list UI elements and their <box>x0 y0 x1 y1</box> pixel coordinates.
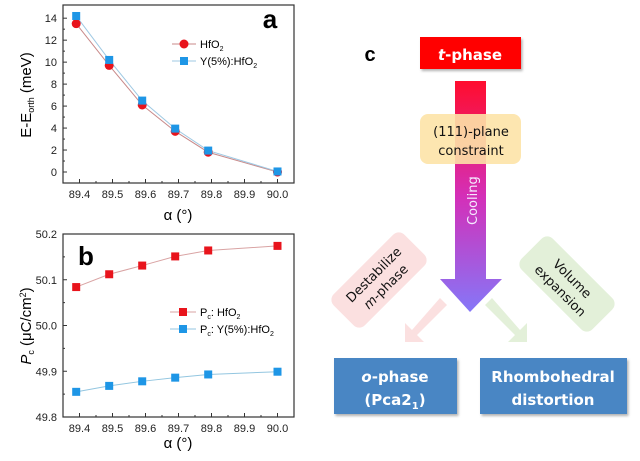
data-point <box>171 373 180 382</box>
x-axis-label-a: α (°) <box>164 207 193 224</box>
x-axis-label-b: α (°) <box>164 435 193 452</box>
rhombohedral-line2: distortion <box>512 391 595 409</box>
y-tick-label: 2 <box>51 145 57 157</box>
constraint-line2: constraint <box>438 144 503 159</box>
x-tick-label: 89.9 <box>234 423 255 435</box>
series-line-0 <box>76 245 278 288</box>
rhombohedral-line1: Rhombohedral <box>491 368 614 386</box>
data-point <box>72 283 81 292</box>
x-tick-label: 89.9 <box>234 189 255 201</box>
x-tick-label: 89.4 <box>69 189 90 201</box>
data-point <box>72 387 81 396</box>
panel-label-c: c <box>364 44 375 66</box>
legend-marker-pc-yhfo2 <box>179 325 187 333</box>
o-phase-line2: (Pca21) <box>364 391 425 412</box>
volume-tag-bg <box>519 236 615 332</box>
y-axis-label-a: E-Eorth (meV) <box>18 52 36 138</box>
x-tick-label: 89.8 <box>201 423 222 435</box>
y-tick-label: 10 <box>45 57 57 69</box>
o-phase-line1: o-phase <box>361 368 428 386</box>
data-point <box>171 252 180 261</box>
rhombohedral-box <box>480 358 627 414</box>
constraint-line1: (111)-plane <box>433 125 509 140</box>
y-tick-label: 49.8 <box>36 412 57 424</box>
volume-tag: Volume expansion <box>519 236 615 332</box>
x-tick-label: 90.0 <box>267 423 288 435</box>
data-point <box>273 367 282 376</box>
panel-label-b: b <box>78 241 94 271</box>
o-phase-box <box>334 358 457 414</box>
x-tick-label: 90.0 <box>267 189 288 201</box>
data-point <box>138 377 147 386</box>
data-point <box>71 19 81 29</box>
x-tick-label: 89.7 <box>168 189 189 201</box>
data-point <box>204 146 213 155</box>
constraint-box <box>420 114 521 164</box>
x-tick-label: 89.5 <box>102 189 123 201</box>
y-tick-label: 14 <box>45 13 57 25</box>
series-line-1 <box>76 371 278 393</box>
y-tick-label: 12 <box>45 35 57 47</box>
legend-label-pc-yhfo2: Pc: Y(5%):HfO2 <box>200 324 274 338</box>
data-point <box>105 381 114 390</box>
t-phase-box <box>420 37 521 69</box>
panel-label-a: a <box>263 4 278 34</box>
y-tick-label: 0 <box>51 167 57 179</box>
legend-label-hfo2: HfO2 <box>200 39 224 53</box>
x-tick-label: 89.4 <box>69 423 90 435</box>
data-point <box>138 96 147 105</box>
legend-marker-hfo2 <box>179 39 189 49</box>
x-tick-label: 89.5 <box>102 423 123 435</box>
destabilize-tag-bg <box>331 232 427 328</box>
y-axis-label-b: Pc (μC/cm2) <box>18 287 36 364</box>
legend-marker-pc-hfo2 <box>179 308 187 316</box>
series-group <box>72 241 282 396</box>
y-tick-label: 4 <box>51 123 57 135</box>
data-point <box>204 370 213 379</box>
plot-frame <box>62 4 295 184</box>
axis-ticks: 89.4 89.5 89.6 89.7 89.8 89.9 90.0 0 2 4 6 8 10 12 14 <box>45 13 288 201</box>
chart-panel-b: 89.4 89.5 89.6 89.7 89.8 89.9 90.0 49.8 49.9 50.0… <box>18 229 295 452</box>
data-point <box>273 167 282 176</box>
data-point <box>138 261 147 270</box>
x-tick-label: 89.6 <box>135 189 156 201</box>
t-phase-label: t-phase <box>438 46 502 64</box>
series-line-0 <box>75 23 278 173</box>
y-tick-label: 49.9 <box>36 366 57 378</box>
data-point <box>171 124 180 133</box>
series-line-1 <box>75 15 278 172</box>
right-branch-arrow <box>485 298 527 342</box>
data-point <box>105 55 114 64</box>
legend: Pc: HfO2 Pc: Y(5%):HfO2 <box>170 307 274 338</box>
data-point <box>273 241 282 250</box>
axis-ticks: 89.4 89.5 89.6 89.7 89.8 89.9 90.0 49.8 49.9 50.0… <box>36 229 289 435</box>
y-tick-label: 6 <box>51 101 57 113</box>
diagram-panel-c: c Cooling t-phase (111)-plane constraint… <box>331 37 627 414</box>
data-point <box>105 270 114 279</box>
legend-label-pc-hfo2: Pc: HfO2 <box>200 307 241 321</box>
data-point <box>204 246 213 255</box>
x-tick-label: 89.8 <box>201 189 222 201</box>
y-tick-label: 50.0 <box>36 321 57 333</box>
left-branch-arrow <box>405 298 447 342</box>
y-tick-label: 8 <box>51 79 57 91</box>
series-group <box>71 11 282 177</box>
legend-marker-yhfo2 <box>180 57 188 65</box>
legend-label-yhfo2: Y(5%):HfO2 <box>200 56 257 70</box>
data-point <box>72 11 81 20</box>
x-tick-label: 89.7 <box>168 423 189 435</box>
chart-panel-a: 89.4 89.5 89.6 89.7 89.8 89.9 90.002468101214 … <box>18 4 295 224</box>
destabilize-tag: Destabilize m-phase <box>331 232 427 328</box>
x-tick-label: 89.6 <box>135 423 156 435</box>
cooling-label: Cooling <box>466 176 481 225</box>
y-tick-label: 50.2 <box>36 229 57 241</box>
y-tick-label: 50.1 <box>36 275 57 287</box>
legend: HfO2 Y(5%):HfO2 <box>172 39 257 70</box>
